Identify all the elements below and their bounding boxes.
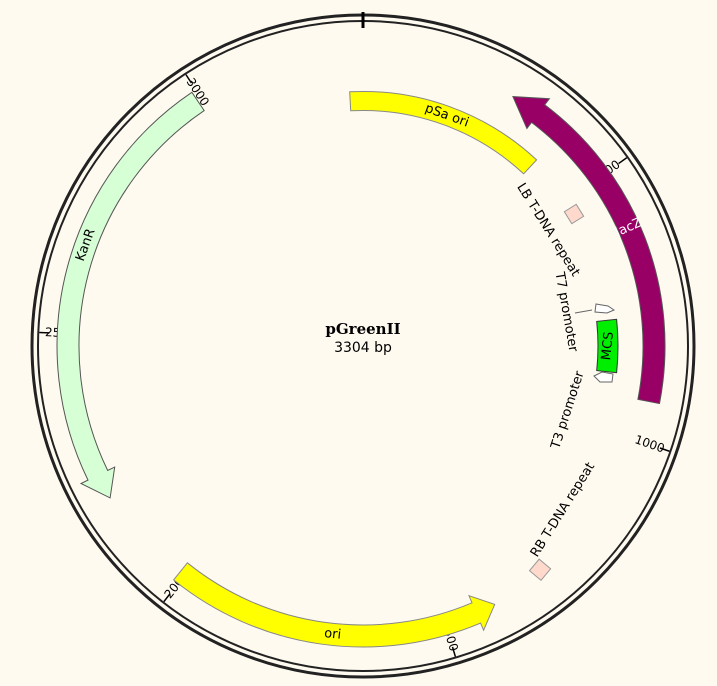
feature-arc	[349, 90, 538, 175]
tick-mark	[185, 74, 193, 84]
feature-arc	[56, 91, 205, 499]
plasmid-name: pGreenII	[325, 320, 400, 338]
rb-repeat	[528, 558, 552, 581]
tick-mark	[659, 447, 670, 452]
feature-label: MCS	[599, 331, 617, 361]
tick-mark	[618, 157, 628, 165]
feature-arc	[172, 562, 496, 648]
t3-promoter	[593, 371, 614, 383]
lb-repeat	[563, 203, 585, 225]
tick-mark	[163, 593, 171, 603]
t7-leader	[574, 309, 593, 314]
feature-label: ori	[323, 626, 341, 643]
t7-promoter	[594, 303, 616, 314]
plasmid-length: 3304 bp	[334, 340, 392, 356]
feature-arc	[512, 96, 666, 405]
feature-arc	[596, 318, 619, 374]
tick-mark	[451, 646, 457, 657]
